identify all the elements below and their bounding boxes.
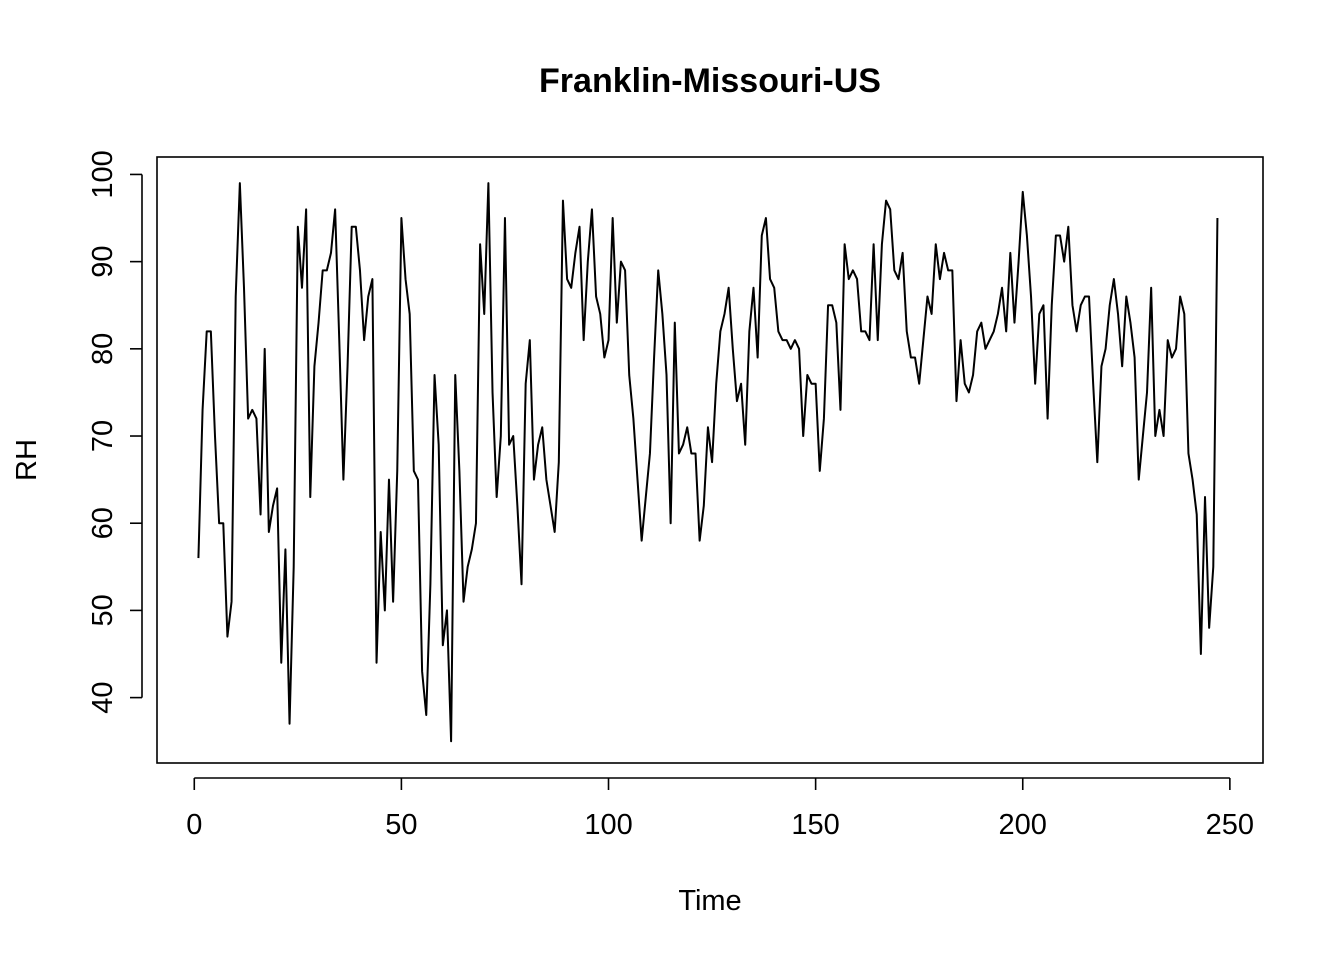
series-line-rh: [197, 182, 1219, 743]
x-tick-label: 0: [186, 809, 202, 841]
y-tick-label: 40: [87, 681, 119, 713]
x-tick-label: 50: [385, 809, 417, 841]
x-tick-label: 100: [584, 809, 632, 841]
chart-title: Franklin-Missouri-US: [539, 62, 881, 100]
series-layer: [197, 182, 1219, 743]
plot-frame: [156, 156, 1264, 764]
y-tick-label: 70: [87, 420, 119, 452]
x-tick-label: 250: [1206, 809, 1254, 841]
y-tick-label: 90: [87, 246, 119, 278]
y-tick-label: 60: [87, 507, 119, 539]
y-tick-label: 100: [87, 150, 119, 198]
y-axis: 40 50 60 70 80 90 100: [87, 150, 143, 714]
x-tick-label: 200: [999, 809, 1047, 841]
x-axis-label: Time: [678, 885, 741, 917]
y-tick-label: 80: [87, 333, 119, 365]
x-axis: 0 50 100 150 200 250: [186, 777, 1254, 841]
y-axis-label: RH: [11, 439, 43, 481]
y-tick-label: 50: [87, 594, 119, 626]
x-tick-label: 150: [791, 809, 839, 841]
